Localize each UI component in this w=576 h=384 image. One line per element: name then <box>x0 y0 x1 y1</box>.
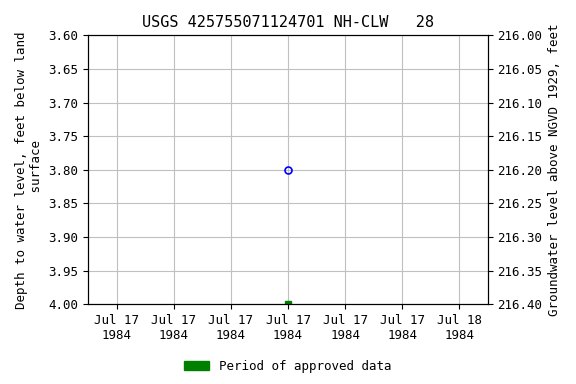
Title: USGS 425755071124701 NH-CLW   28: USGS 425755071124701 NH-CLW 28 <box>142 15 434 30</box>
Y-axis label: Groundwater level above NGVD 1929, feet: Groundwater level above NGVD 1929, feet <box>548 23 561 316</box>
Legend: Period of approved data: Period of approved data <box>179 355 397 378</box>
Y-axis label: Depth to water level, feet below land
 surface: Depth to water level, feet below land su… <box>15 31 43 309</box>
